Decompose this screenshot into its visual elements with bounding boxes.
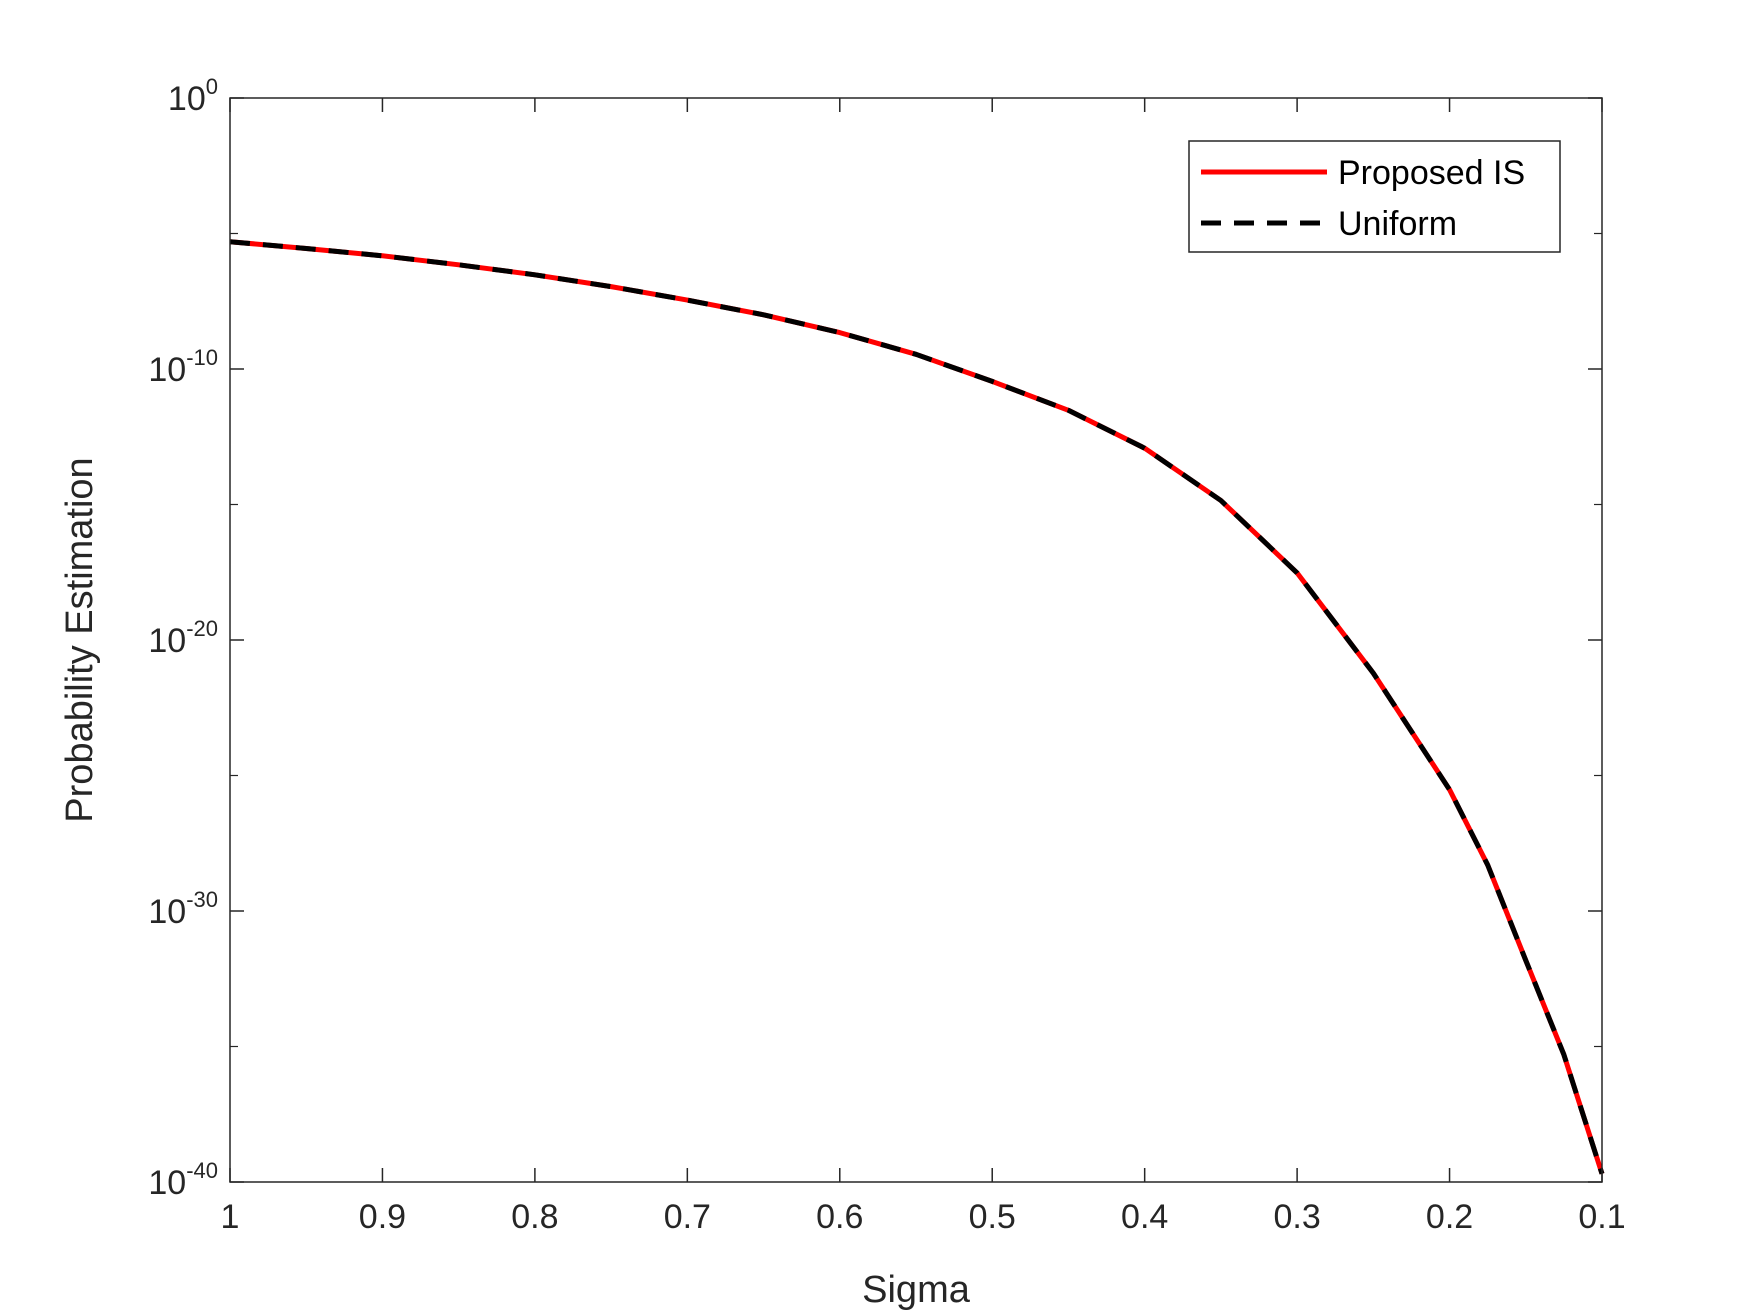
- y-tick-label: 10-40: [148, 1158, 218, 1202]
- y-tick-base: 10: [148, 622, 186, 660]
- y-tick-base: 10: [168, 80, 206, 118]
- x-tick-label: 0.7: [664, 1198, 711, 1236]
- y-tick-exponent: 0: [206, 74, 218, 99]
- y-tick-label: 100: [168, 74, 218, 118]
- y-tick-exponent: -40: [186, 1158, 218, 1183]
- x-tick-label: 0.6: [816, 1198, 863, 1236]
- y-tick-exponent: -30: [186, 887, 218, 912]
- x-axis-ticks: 1 0.9 0.8 0.7 0.6 0.5 0.4 0.3 0.2 0.1: [221, 98, 1626, 1236]
- legend-label-proposed-is: Proposed IS: [1338, 154, 1525, 192]
- legend-box: [1188, 140, 1561, 253]
- plot-frame: [229, 97, 1603, 1183]
- x-tick-label: 0.4: [1121, 1198, 1168, 1236]
- y-tick-exponent: -20: [186, 616, 218, 641]
- plot-background: [230, 98, 1602, 1182]
- y-axis-title: Probability Estimation: [59, 457, 101, 822]
- y-tick-base: 10: [148, 893, 186, 931]
- legend-label-uniform: Uniform: [1338, 205, 1457, 243]
- x-axis-title: Sigma: [862, 1269, 971, 1311]
- y-tick-label: 10-10: [148, 345, 218, 389]
- x-tick-label: 0.5: [969, 1198, 1016, 1236]
- legend: Proposed IS Uniform: [1188, 140, 1561, 253]
- x-tick-label: 0.3: [1273, 1198, 1320, 1236]
- minor-ticks: [230, 232, 1602, 1048]
- series-line-uniform: [229, 239, 1605, 1175]
- x-tick-label: 0.9: [359, 1198, 406, 1236]
- x-tick-label: 0.2: [1426, 1198, 1473, 1236]
- y-tick-label: 10-30: [148, 887, 218, 931]
- x-tick-label: 0.1: [1578, 1198, 1625, 1236]
- x-tick-label: 0.8: [511, 1198, 558, 1236]
- y-tick-base: 10: [148, 351, 186, 389]
- y-tick-base: 10: [148, 1164, 186, 1202]
- y-tick-label: 10-20: [148, 616, 218, 660]
- y-tick-exponent: -10: [186, 345, 218, 370]
- series-layer: [229, 239, 1605, 1175]
- x-tick-label: 1: [221, 1198, 240, 1236]
